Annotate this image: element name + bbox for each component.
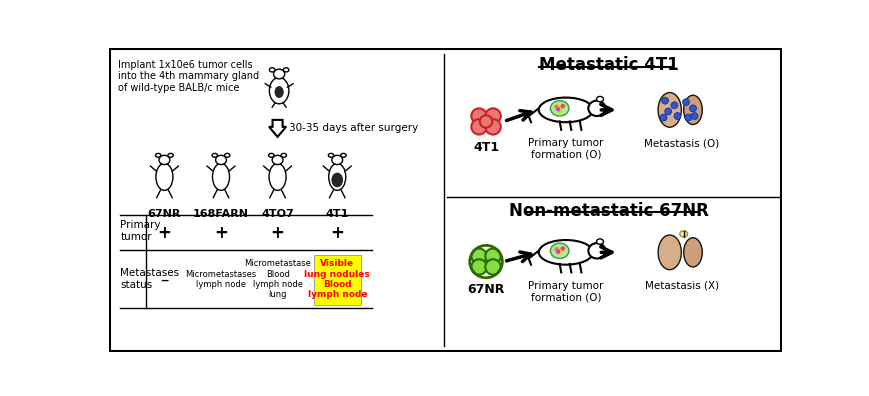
Text: 30-35 days after surgery: 30-35 days after surgery [289,123,419,133]
Circle shape [554,105,559,109]
Text: Implant 1x10e6 tumor cells
into the 4th mammary gland
of wild-type BALB/c mice: Implant 1x10e6 tumor cells into the 4th … [118,60,259,93]
Ellipse shape [269,153,274,157]
Ellipse shape [159,155,169,165]
Ellipse shape [283,68,289,72]
Ellipse shape [680,231,687,237]
Text: +: + [270,224,284,242]
Circle shape [471,109,487,124]
Circle shape [471,259,487,275]
Ellipse shape [332,155,342,165]
Text: Visible
lung nodules
Blood
lymph node: Visible lung nodules Blood lymph node [304,259,370,299]
Text: +: + [157,224,171,242]
Ellipse shape [539,240,593,265]
Circle shape [561,104,565,109]
Ellipse shape [156,164,173,190]
Ellipse shape [212,153,217,157]
Ellipse shape [328,164,346,190]
Circle shape [689,105,696,112]
Circle shape [674,112,681,120]
Circle shape [556,249,561,254]
Circle shape [485,259,501,275]
Text: Non-metastatic 67NR: Non-metastatic 67NR [508,202,708,219]
Ellipse shape [281,153,287,157]
Text: Primary tumor
formation (O): Primary tumor formation (O) [528,281,604,303]
Text: +: + [330,224,344,242]
Ellipse shape [684,238,702,267]
Ellipse shape [272,155,283,165]
Circle shape [554,247,559,251]
Ellipse shape [216,155,227,165]
Circle shape [471,119,487,135]
Circle shape [691,112,698,120]
Text: Micrometastases
lymph node: Micrometastases lymph node [185,270,256,289]
Text: Metastasis (O): Metastasis (O) [645,138,720,148]
Text: 4T1: 4T1 [326,209,349,219]
Circle shape [671,102,678,109]
Ellipse shape [539,97,593,122]
Circle shape [561,246,565,251]
Ellipse shape [224,153,230,157]
Circle shape [682,99,689,106]
Text: Primary tumor
formation (O): Primary tumor formation (O) [528,138,604,160]
Text: 67NR: 67NR [468,283,505,296]
Circle shape [480,115,492,128]
Circle shape [685,114,692,121]
Circle shape [471,249,487,264]
Circle shape [557,251,562,255]
Ellipse shape [275,86,283,97]
Ellipse shape [596,96,603,102]
Circle shape [556,107,561,111]
Ellipse shape [168,153,173,157]
Circle shape [485,109,501,124]
Text: Metastasis (X): Metastasis (X) [645,281,720,291]
Circle shape [665,108,672,115]
Circle shape [557,109,562,113]
Text: 4TO7: 4TO7 [262,209,294,219]
Text: Metastatic 4T1: Metastatic 4T1 [539,56,679,74]
Ellipse shape [588,101,606,116]
Text: 4T1: 4T1 [473,141,499,154]
FancyBboxPatch shape [314,255,361,305]
FancyArrow shape [269,120,286,137]
Ellipse shape [328,153,334,157]
Ellipse shape [658,235,681,270]
Ellipse shape [550,243,569,259]
Text: –: – [160,270,169,288]
Circle shape [485,249,501,264]
Ellipse shape [332,173,342,187]
Text: Metastases
status: Metastases status [120,268,179,290]
Circle shape [485,119,501,135]
Ellipse shape [596,239,603,244]
Ellipse shape [684,95,702,124]
Ellipse shape [588,243,606,259]
Ellipse shape [213,164,229,190]
Ellipse shape [269,78,289,104]
Circle shape [661,97,668,104]
Text: 168FARN: 168FARN [193,209,249,219]
Text: +: + [214,224,228,242]
Text: 67NR: 67NR [148,209,181,219]
Ellipse shape [269,68,275,72]
Ellipse shape [550,101,569,116]
Ellipse shape [156,153,161,157]
Text: Micrometastase
Blood
lymph node
lung: Micrometastase Blood lymph node lung [244,259,311,299]
Text: Primary
tumor: Primary tumor [120,220,161,242]
Ellipse shape [658,93,681,127]
Ellipse shape [274,69,285,79]
Ellipse shape [269,164,286,190]
Ellipse shape [341,153,346,157]
Circle shape [660,114,667,121]
